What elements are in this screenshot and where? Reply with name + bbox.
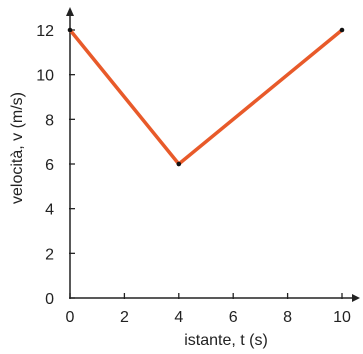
y-axis-label: velocità, v (m/s) [9, 92, 26, 204]
x-tick-label: 10 [333, 309, 351, 326]
axes [66, 7, 360, 302]
tick-labels: 0 2 4 6 8 10 0 2 4 6 8 10 12 [36, 23, 351, 326]
y-tick-label: 8 [45, 112, 54, 129]
x-tick-label: 4 [174, 309, 183, 326]
y-tick-label: 2 [45, 246, 54, 263]
y-tick-label: 0 [45, 291, 54, 308]
x-tick-label: 2 [120, 309, 129, 326]
series-layer [67, 27, 345, 167]
y-tick-label: 6 [45, 157, 54, 174]
y-tick-label: 10 [36, 68, 54, 85]
data-point [67, 27, 73, 33]
x-axis-arrow [352, 294, 360, 302]
x-tick-label: 6 [229, 309, 238, 326]
series-line [68, 28, 344, 167]
y-tick-label: 4 [45, 202, 54, 219]
data-point [176, 161, 182, 167]
x-tick-label: 0 [66, 309, 75, 326]
x-tick-label: 8 [283, 309, 292, 326]
x-axis-label: istante, t (s) [184, 332, 268, 349]
y-tick-label: 12 [36, 23, 54, 40]
data-point [339, 27, 345, 33]
y-axis-arrow [66, 7, 74, 16]
